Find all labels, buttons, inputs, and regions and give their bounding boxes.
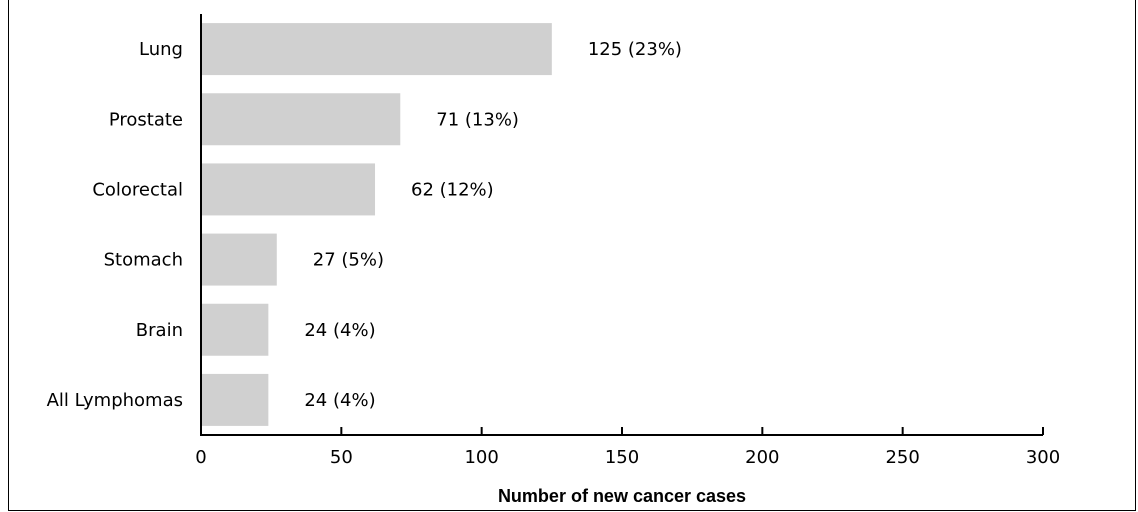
category-label: Prostate — [109, 109, 183, 130]
x-tick-label: 300 — [1026, 447, 1060, 468]
bar-4 — [201, 303, 269, 356]
x-tick-label: 100 — [464, 447, 498, 468]
x-axis-ticks: 0 50 100 150 200 250 300 — [195, 427, 1060, 468]
x-axis-title: Number of new cancer cases — [498, 486, 746, 506]
category-label: All Lymphomas — [47, 390, 183, 411]
category-label: Colorectal — [92, 179, 183, 200]
category-labels: Lung Prostate Colorectal Stomach Brain All Ly… — [47, 39, 183, 411]
value-label: 27 (5%) — [313, 250, 384, 271]
value-label: 125 (23%) — [588, 39, 682, 60]
x-tick-label: 250 — [885, 447, 919, 468]
chart-frame — [8, 0, 1136, 511]
x-tick-label: 50 — [330, 447, 353, 468]
value-label: 24 (4%) — [304, 390, 375, 411]
x-tick-label: 200 — [745, 447, 779, 468]
value-label: 71 (13%) — [436, 109, 519, 130]
category-label: Brain — [136, 320, 183, 341]
bar-1 — [201, 93, 401, 146]
bar-5 — [201, 373, 269, 426]
bar-3 — [201, 233, 277, 286]
value-labels: 125 (23%) 71 (13%) 62 (12%) 27 (5%) 24 (4%) 2… — [304, 39, 682, 411]
value-label: 24 (4%) — [304, 320, 375, 341]
bars-group — [201, 23, 552, 426]
x-tick-label: 150 — [605, 447, 639, 468]
x-tick-label: 0 — [195, 447, 206, 468]
category-label: Stomach — [104, 250, 183, 271]
bar-0 — [201, 23, 552, 76]
bar-2 — [201, 163, 376, 216]
category-label: Lung — [139, 39, 183, 60]
value-label: 62 (12%) — [411, 179, 494, 200]
